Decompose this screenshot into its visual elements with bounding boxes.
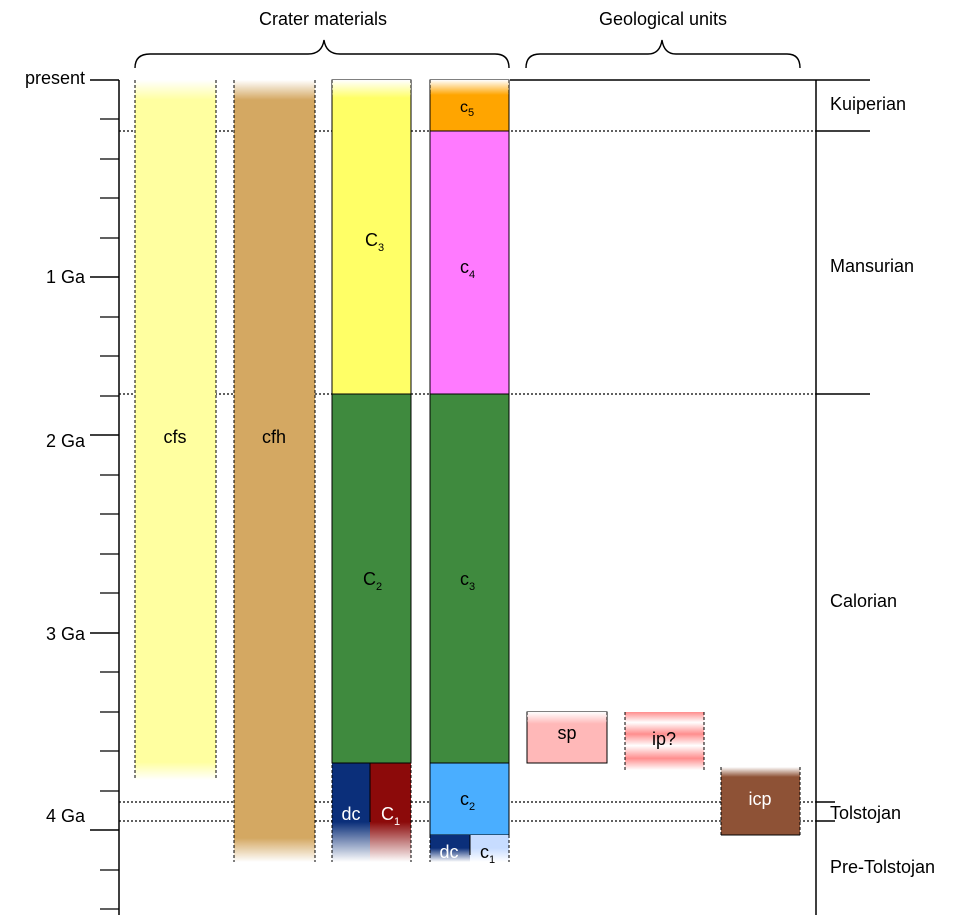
tick-label-4ga: 4 Ga: [46, 806, 86, 826]
cfh-label: cfh: [262, 427, 286, 447]
unit-sp: sp: [526, 711, 608, 764]
unit-ip: ip?: [624, 712, 705, 770]
sp-label: sp: [557, 723, 576, 743]
tick-label-2ga: 2 Ga: [46, 431, 86, 451]
period-pre-tolstojan: Pre-Tolstojan: [830, 857, 935, 877]
minor-ticks: [100, 118, 119, 910]
major-ticks: [90, 276, 119, 831]
crater-materials-brace: [134, 39, 510, 69]
c4-label: c4: [460, 257, 475, 281]
c2-label: c2: [460, 789, 475, 813]
cfs-label: cfs: [163, 427, 186, 447]
dc-label-col4: dc: [439, 842, 458, 862]
icp-label: icp: [748, 789, 771, 809]
tick-label-1ga: 1 Ga: [46, 267, 86, 287]
ip-label: ip?: [652, 729, 676, 749]
period-mansurian: Mansurian: [830, 256, 914, 276]
C3-label: C3: [365, 230, 384, 254]
c3-label: c3: [460, 569, 475, 593]
period-tolstojan: Tolstojan: [830, 803, 901, 823]
geological-units-brace: [525, 39, 801, 69]
crater-materials-header: Crater materials: [259, 9, 387, 29]
tick-label-3ga: 3 Ga: [46, 624, 86, 644]
column-4: c5 c4 c3 c2 dc c1: [429, 79, 510, 866]
period-calorian: Calorian: [830, 591, 897, 611]
period-kuiperian: Kuiperian: [830, 94, 906, 114]
c5-label: c5: [460, 99, 474, 119]
geological-units-header: Geological units: [599, 9, 727, 29]
column-cfh: cfh: [233, 80, 316, 862]
column-3: C3 C2 dc C1: [331, 79, 412, 862]
dc-label-col3: dc: [341, 804, 360, 824]
C2-label: C2: [363, 569, 382, 593]
c1-label: c1: [480, 842, 495, 866]
unit-icp: icp: [720, 767, 801, 836]
column-cfs: cfs: [134, 80, 217, 780]
C1-label: C1: [381, 804, 400, 828]
present-label: present: [25, 68, 85, 88]
